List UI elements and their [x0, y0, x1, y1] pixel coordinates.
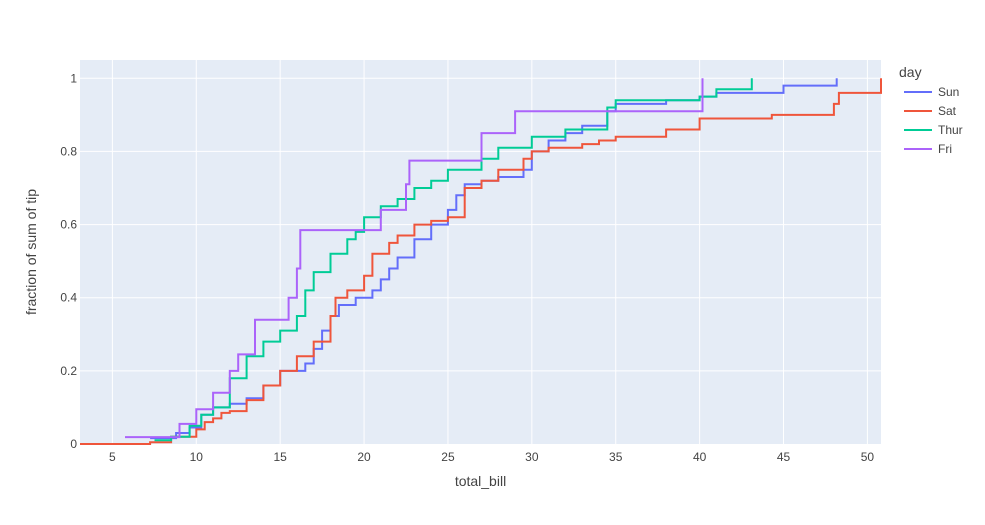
y-tick-label: 1 [70, 71, 77, 85]
legend-item-sun[interactable]: Sun [904, 85, 959, 99]
x-tick-label: 5 [109, 450, 116, 464]
y-tick-label: 0 [70, 437, 77, 451]
y-tick-label: 0.2 [60, 364, 77, 378]
y-axis-title: fraction of sum of tip [23, 189, 39, 315]
series-line-sat [80, 78, 882, 445]
x-tick-label: 45 [777, 450, 791, 464]
legend-item-sat[interactable]: Sat [904, 104, 957, 118]
legend-title: day [899, 64, 922, 80]
x-tick-label: 35 [609, 450, 623, 464]
x-axis-ticks: 5 10 15 20 25 30 35 40 45 50 [109, 450, 874, 464]
legend-label: Sun [938, 85, 959, 99]
x-tick-label: 15 [273, 450, 287, 464]
x-tick-label: 10 [190, 450, 204, 464]
legend-label: Thur [938, 123, 963, 137]
legend-item-fri[interactable]: Fri [904, 142, 952, 156]
x-axis-title: total_bill [455, 473, 506, 489]
x-tick-label: 20 [357, 450, 371, 464]
series-lines [80, 78, 882, 445]
y-tick-label: 0.4 [60, 291, 77, 305]
x-tick-label: 40 [693, 450, 707, 464]
series-line-fri [125, 78, 704, 439]
y-tick-label: 0.8 [60, 144, 77, 158]
legend-label: Sat [938, 104, 957, 118]
y-axis-ticks: 0 0.2 0.4 0.6 0.8 1 [60, 71, 77, 451]
legend-label: Fri [938, 142, 952, 156]
x-tick-label: 50 [861, 450, 875, 464]
y-tick-label: 0.6 [60, 218, 77, 232]
x-tick-label: 25 [441, 450, 455, 464]
plot-background [80, 60, 881, 444]
legend[interactable]: day Sun Sat Thur Fri [899, 64, 963, 156]
legend-item-thur[interactable]: Thur [904, 123, 963, 137]
x-tick-label: 30 [525, 450, 539, 464]
